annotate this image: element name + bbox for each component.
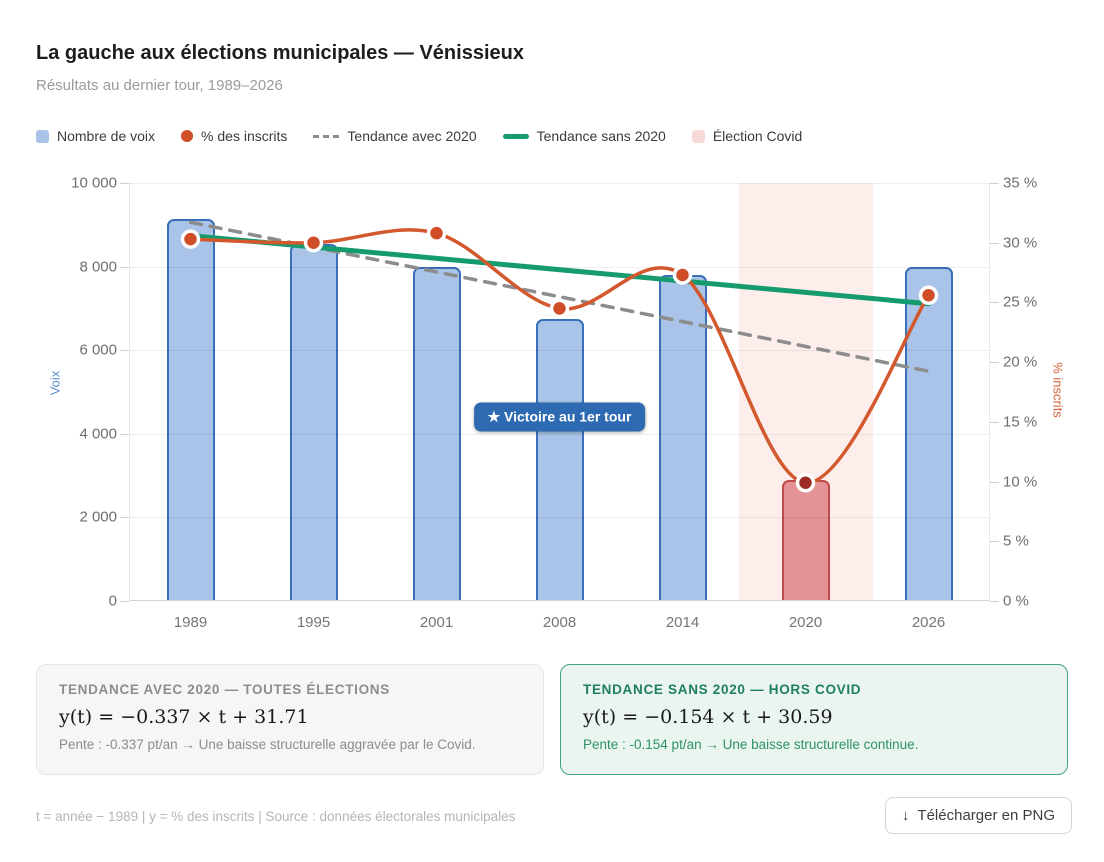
dashed-line-swatch-icon [313, 134, 340, 138]
right-tick-mark [990, 481, 999, 483]
trend-without-2020-header: TENDANCE SANS 2020 — HORS COVID [583, 682, 862, 697]
gridline [129, 433, 990, 435]
trend-without-2020-line [188, 233, 931, 307]
right-tick-mark [990, 183, 999, 184]
left-tick-mark [120, 601, 129, 602]
legend-label: % des inscrits [201, 128, 288, 144]
gridline [129, 266, 990, 268]
y-axis-right-tick: 5 % [1003, 532, 1029, 550]
dot-2014[interactable] [672, 265, 693, 285]
y-axis-right-tick: 25 % [1003, 293, 1038, 311]
dot-2001[interactable] [426, 223, 447, 243]
trend-with-2020-header: TENDANCE AVEC 2020 — TOUTES ÉLECTIONS [59, 682, 390, 697]
left-tick-mark [120, 183, 129, 184]
gridline [129, 350, 990, 352]
y-axis-right-tick: 10 % [1003, 473, 1038, 491]
trend-without-2020-formula: y(t) = −0.154 × t + 30.59 [583, 706, 833, 728]
plot-area[interactable]: ★ Victoire au 1er tour [129, 183, 990, 601]
y-axis-right-tick: 35 % [1003, 174, 1038, 192]
bar-1995[interactable] [289, 243, 338, 601]
download-icon: ↓ [901, 807, 910, 824]
victory-annotation: ★ Victoire au 1er tour [473, 402, 646, 432]
page-subtitle: Résultats au dernier tour, 1989–2026 [36, 77, 283, 94]
bar-2020[interactable] [781, 479, 830, 601]
legend-label: Tendance sans 2020 [536, 128, 666, 144]
gridline [129, 183, 990, 184]
x-axis-line [129, 600, 990, 601]
trend-with-2020-formula: y(t) = −0.337 × t + 31.71 [59, 706, 309, 728]
y-axis-left-title: Voix [47, 370, 63, 396]
right-tick-mark [990, 242, 999, 244]
series-svg [180, 220, 939, 493]
trend-info-boxes: TENDANCE AVEC 2020 — TOUTES ÉLECTIONS y(… [36, 664, 1068, 775]
left-axis-line [129, 183, 130, 601]
y-axis-right-title: % inscrits [1050, 362, 1066, 418]
solid-line-swatch-icon [502, 133, 529, 139]
y-axis-left-tick: 6 000 [79, 341, 117, 359]
square-swatch-icon [691, 129, 705, 143]
download-png-button[interactable]: ↓ Télécharger en PNG [884, 797, 1072, 834]
x-axis-label-2008: 2008 [542, 614, 577, 631]
bar-2008[interactable] [535, 318, 584, 601]
trend-without-2020-note: Pente : -0.154 pt/an → Une baisse struct… [583, 737, 919, 752]
legend-label: Élection Covid [712, 128, 803, 144]
legend-item-0[interactable]: Nombre de voix [36, 128, 155, 144]
square-swatch-icon [36, 129, 49, 143]
left-tick-mark [120, 266, 129, 268]
dot-2020[interactable] [795, 473, 816, 493]
right-axis-line [989, 183, 990, 601]
bar-2001[interactable] [412, 266, 461, 601]
bar-2014[interactable] [658, 274, 707, 601]
y-axis-left-tick: 0 [108, 592, 117, 610]
legend-item-3[interactable]: Tendance sans 2020 [502, 128, 666, 144]
x-axis-label-2014: 2014 [665, 614, 700, 631]
y-axis-right-tick: 20 % [1003, 353, 1038, 371]
right-tick-mark [990, 302, 999, 304]
download-label: Télécharger en PNG [917, 807, 1055, 824]
bar-1989[interactable] [166, 218, 215, 601]
trend-with-2020-box: TENDANCE AVEC 2020 — TOUTES ÉLECTIONS y(… [36, 664, 544, 775]
y-axis-left-tick: 4 000 [79, 425, 117, 443]
legend-label: Tendance avec 2020 [347, 128, 477, 144]
dot-2008[interactable] [549, 298, 570, 319]
dot-1989[interactable] [180, 229, 201, 249]
y-axis-left-tick: 2 000 [79, 508, 117, 526]
left-tick-mark [120, 433, 129, 435]
gridline [129, 517, 990, 519]
page-title: La gauche aux élections municipales — Vé… [36, 42, 524, 64]
x-axis-label-1989: 1989 [173, 614, 208, 631]
y-axis-left-tick: 10 000 [71, 174, 117, 192]
dot-2026[interactable] [918, 285, 939, 306]
trend-without-2020-box: TENDANCE SANS 2020 — HORS COVID y(t) = −… [560, 664, 1068, 775]
y-axis-right-tick: 30 % [1003, 234, 1038, 252]
x-axis-label-2020: 2020 [788, 614, 823, 631]
x-axis-label-2001: 2001 [419, 614, 454, 631]
source-note: t = année − 1989 | y = % des inscrits | … [36, 809, 516, 824]
y-axis-left-tick: 8 000 [79, 258, 117, 276]
right-tick-mark [990, 601, 999, 602]
legend-item-1[interactable]: % des inscrits [181, 128, 287, 144]
trend-with-2020-note: Pente : -0.337 pt/an → Une baisse struct… [59, 737, 476, 752]
x-axis-label-1995: 1995 [296, 614, 331, 631]
legend-item-2[interactable]: Tendance avec 2020 [313, 128, 477, 144]
y-axis-right-tick: 15 % [1003, 413, 1038, 431]
legend-item-4[interactable]: Élection Covid [691, 128, 803, 144]
right-tick-mark [990, 541, 999, 543]
x-axis-label-2026: 2026 [911, 614, 946, 631]
left-tick-mark [120, 350, 129, 352]
dot-1995[interactable] [303, 232, 324, 253]
right-tick-mark [990, 421, 999, 423]
legend-label: Nombre de voix [57, 128, 156, 144]
chart-legend: Nombre de voix % des inscrits Tendance ave… [36, 128, 802, 144]
right-tick-mark [990, 362, 999, 364]
left-tick-mark [120, 517, 129, 519]
dot-swatch-icon [181, 130, 194, 142]
y-axis-right-tick: 0 % [1003, 592, 1029, 610]
